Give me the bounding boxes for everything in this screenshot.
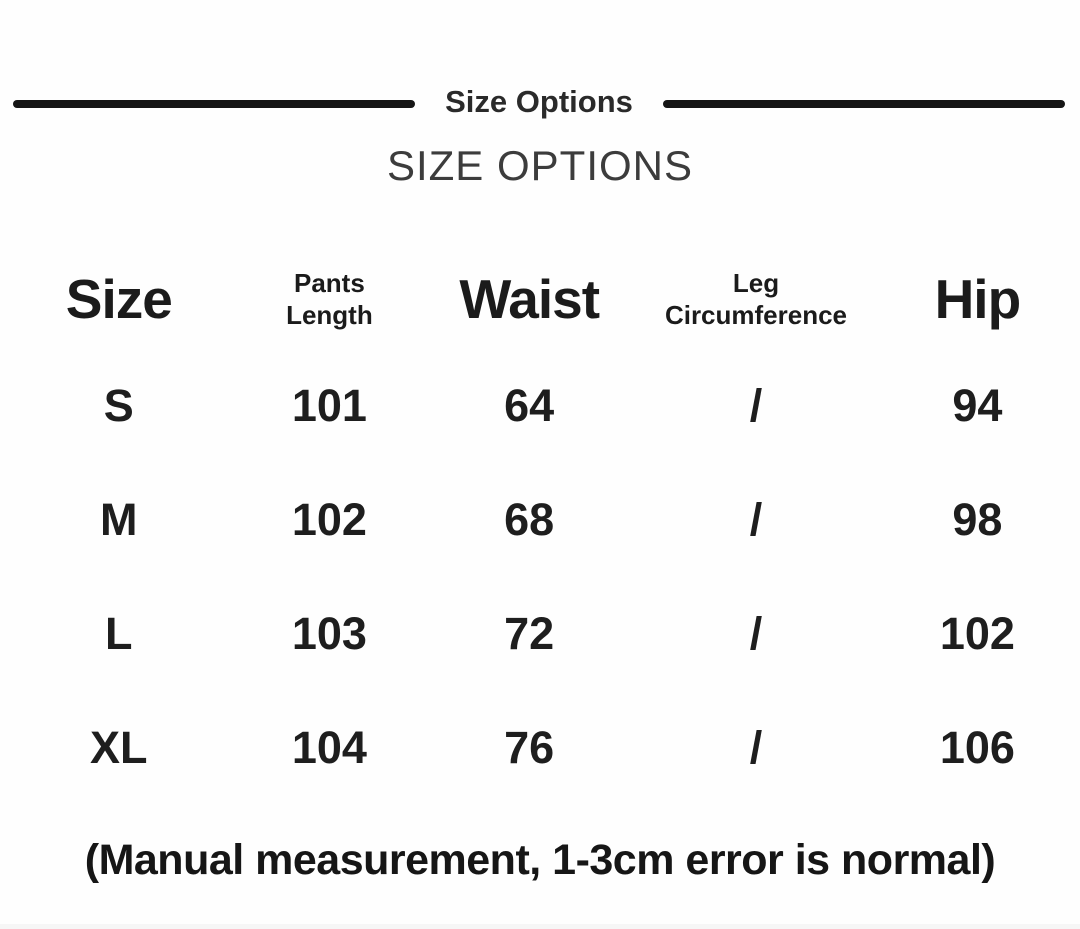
title-rule-right	[662, 99, 1065, 108]
pants-length-cell: 103	[291, 608, 367, 659]
leg-circumference-cell: /	[749, 380, 763, 431]
hip-cell: 94	[952, 380, 1003, 431]
bottom-edge-strip	[0, 924, 1080, 929]
size-cell: XL	[90, 722, 148, 773]
leg-circumference-cell: /	[749, 494, 763, 545]
column-header-hip: Hip	[934, 268, 1022, 330]
waist-cell: 76	[504, 722, 555, 773]
pants-length-cell: 102	[291, 494, 367, 545]
title-banner: Size Options	[0, 0, 1080, 121]
waist-cell: 68	[504, 494, 555, 545]
size-cell: S	[103, 380, 134, 431]
page-title: Size Options	[445, 84, 633, 119]
column-header-waist: Waist	[459, 268, 600, 330]
page-subtitle: SIZE OPTIONS	[386, 142, 694, 189]
column-header-pants-length: Pants Length	[286, 267, 373, 331]
size-cell: L	[105, 608, 133, 659]
leg-circumference-cell: /	[749, 722, 763, 773]
hip-cell: 106	[939, 722, 1015, 773]
hip-cell: 98	[952, 494, 1003, 545]
title-rule-left	[13, 99, 416, 108]
size-cell: M	[100, 494, 138, 545]
pants-length-cell: 101	[291, 380, 367, 431]
leg-circumference-cell: /	[749, 608, 763, 659]
measurement-note: (Manual measurement, 1-3cm error is norm…	[84, 836, 996, 884]
size-table: Size Pants Length Waist Leg Circumferenc…	[0, 249, 1080, 805]
waist-cell: 64	[504, 380, 555, 431]
pants-length-cell: 104	[291, 722, 367, 773]
waist-cell: 72	[504, 608, 555, 659]
column-header-size: Size	[65, 268, 173, 330]
column-header-leg-circumference: Leg Circumference	[664, 267, 848, 331]
hip-cell: 102	[939, 608, 1015, 659]
